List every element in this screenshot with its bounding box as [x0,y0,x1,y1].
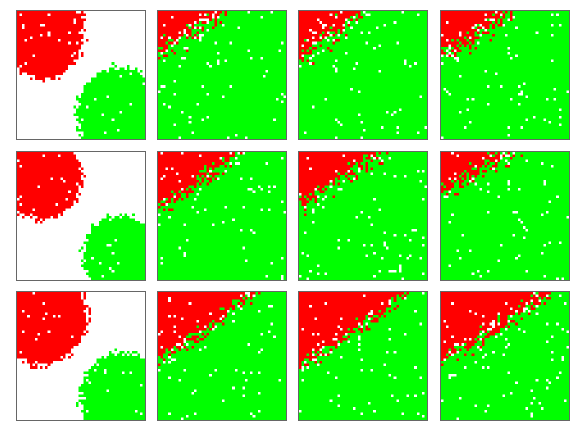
cell-lattice [299,152,427,280]
cell-lattice [17,152,145,280]
sim-panel-r2-c4 [440,151,570,281]
sim-panel-r2-c3 [298,151,428,281]
cell-lattice [299,11,427,139]
red-cells [441,11,513,58]
red-cells [17,152,87,224]
red-cells [441,292,552,367]
sim-panel-r3-c1 [16,291,146,421]
sim-panel-r2-c1 [16,151,146,281]
green-cells [158,152,286,280]
green-cells [441,11,569,139]
red-cells [158,11,228,60]
cell-lattice [441,152,569,280]
cell-lattice [299,292,427,420]
red-cells [17,11,89,83]
cell-lattice [17,11,145,139]
green-cells [73,62,145,139]
sim-panel-r3-c3 [298,291,428,421]
cell-lattice [158,292,286,420]
sim-panel-r1-c3 [298,10,428,140]
sim-panel-r1-c4 [440,10,570,140]
cell-lattice [158,11,286,139]
red-cells [299,152,389,216]
cell-lattice [441,11,569,139]
red-cells [17,292,92,369]
green-cells [299,152,427,280]
cell-lattice [17,292,145,420]
green-cells [299,292,427,420]
green-cells [299,11,427,139]
red-cells [441,152,523,196]
green-cells [158,292,286,420]
sim-panel-r1-c1 [16,10,146,140]
green-cells [441,152,569,280]
red-cells [299,11,363,65]
green-cells [441,292,569,420]
green-cells [78,213,145,280]
red-cells [158,292,261,367]
sim-panel-r3-c4 [440,291,570,421]
sim-panel-r2-c2 [157,151,287,281]
cell-lattice [158,152,286,280]
red-cells [158,152,243,211]
green-cells [158,11,286,139]
sim-panel-r1-c2 [157,10,287,140]
sim-panel-r3-c2 [157,291,287,421]
cell-lattice [441,292,569,420]
green-cells [75,348,145,420]
red-cells [299,292,410,369]
